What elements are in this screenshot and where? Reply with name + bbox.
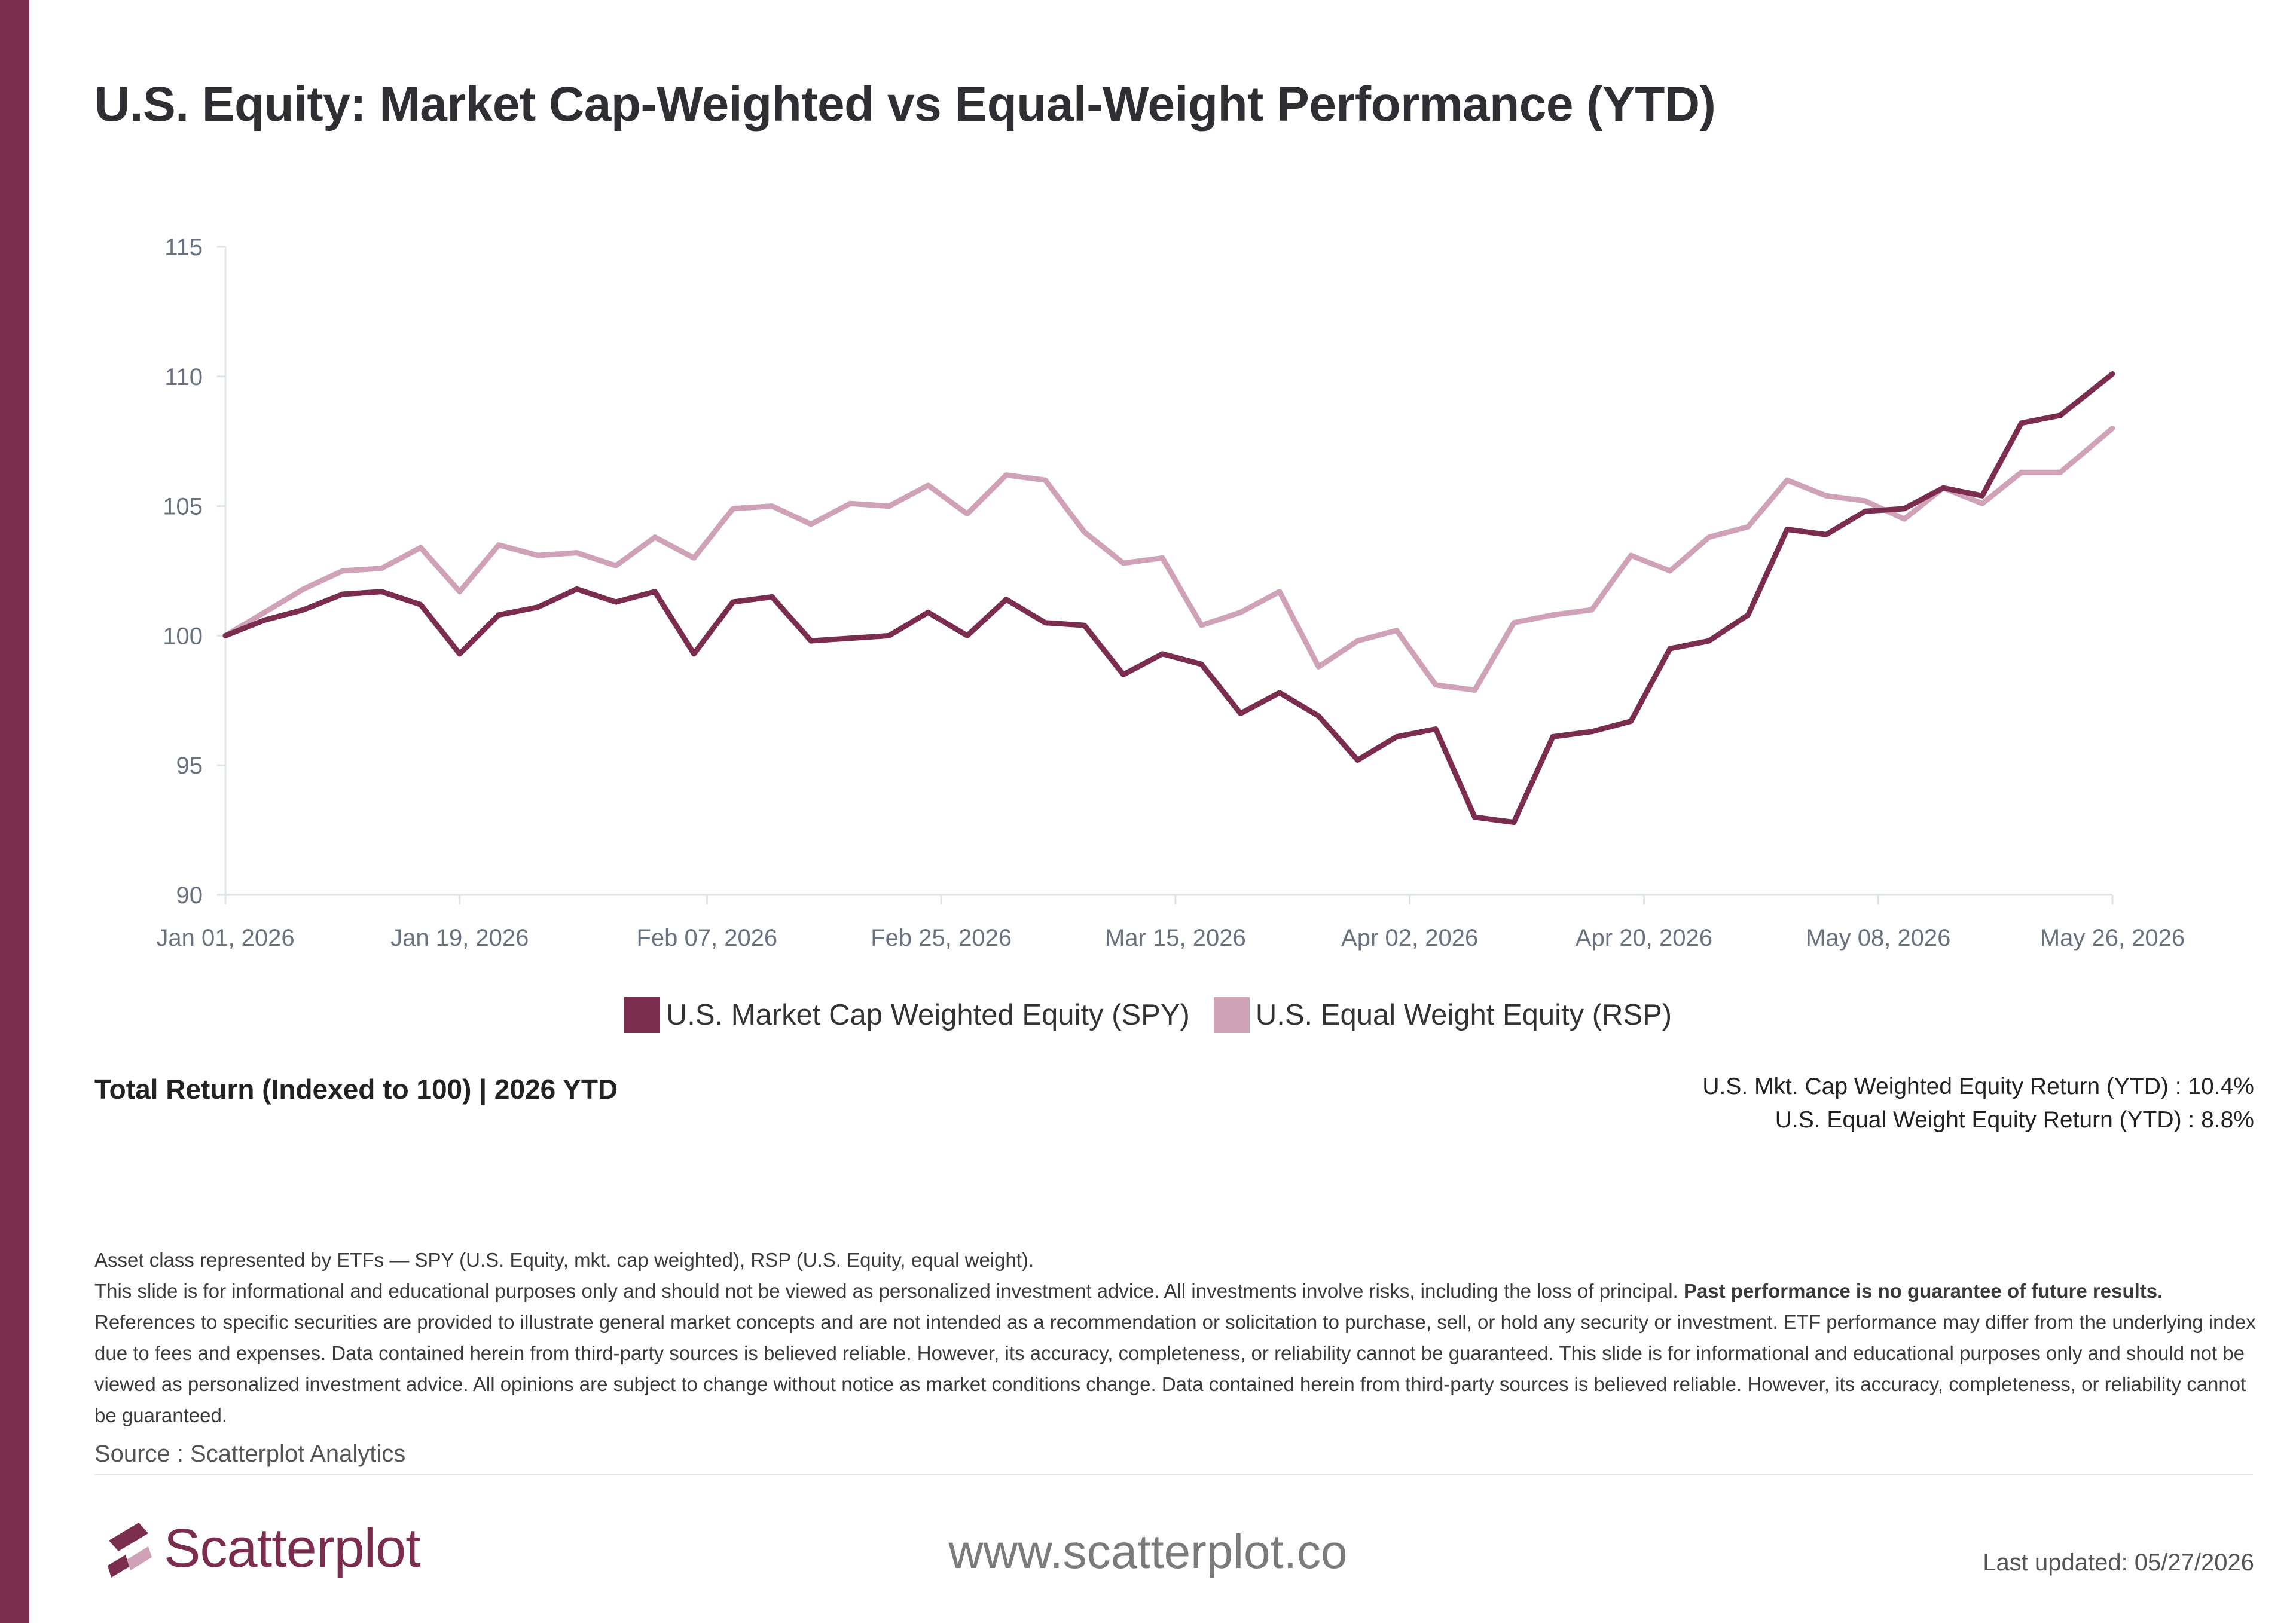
- x-tick-label: Jan 19, 2026: [390, 925, 529, 951]
- x-tick-label: Apr 02, 2026: [1341, 925, 1478, 951]
- brand-name: Scatterplot: [164, 1517, 421, 1579]
- x-tick-label: Feb 25, 2026: [871, 925, 1012, 951]
- chart-legend: U.S. Market Cap Weighted Equity (SPY) U.…: [0, 997, 2296, 1033]
- chart-axes: 90 95 100 105 110 115 Jan 01, 2026 Jan 19, 2026…: [156, 234, 2185, 951]
- x-tick-label: Mar 15, 2026: [1105, 925, 1246, 951]
- legend-label-rsp: U.S. Equal Weight Equity (RSP): [1255, 999, 1672, 1031]
- scatterplot-logo-icon: [108, 1523, 152, 1578]
- brand-side-bar: [0, 0, 29, 1623]
- x-tick-label: Feb 07, 2026: [636, 925, 777, 951]
- legend-label-spy: U.S. Market Cap Weighted Equity (SPY): [665, 999, 1190, 1031]
- spy-return-value: 10.4%: [2188, 1074, 2254, 1099]
- disclaimer-bold: Past performance is no guarantee of futu…: [1683, 1280, 2163, 1302]
- brand-logo[interactable]: Scatterplot: [105, 1515, 421, 1581]
- chart-subtitle: Total Return (Indexed to 100) | 2026 YTD: [94, 1074, 618, 1105]
- spy-return-row: U.S. Mkt. Cap Weighted Equity Return (YT…: [1702, 1070, 2254, 1104]
- x-tick-label: May 26, 2026: [2040, 925, 2185, 951]
- disclaimer: Asset class represented by ETFs — SPY (U…: [94, 1245, 2259, 1431]
- disclaimer-text-b: References to specific securities are pr…: [94, 1311, 2256, 1426]
- legend-item-spy[interactable]: U.S. Market Cap Weighted Equity (SPY): [624, 997, 1190, 1033]
- line-chart: 90 95 100 105 110 115 Jan 01, 2026 Jan 19, 2026…: [156, 234, 2185, 951]
- y-tick-label: 100: [163, 623, 203, 649]
- y-tick-label: 95: [176, 753, 203, 779]
- chart-series: [222, 371, 2115, 826]
- x-tick-label: Apr 20, 2026: [1576, 925, 1712, 951]
- source-note: Source : Scatterplot Analytics: [94, 1441, 406, 1467]
- website-link[interactable]: www.scatterplot.co: [948, 1525, 1348, 1578]
- y-tick-label: 105: [163, 494, 203, 520]
- series-line-spy: [222, 371, 2115, 826]
- legend-swatch-rsp: [1213, 997, 1250, 1033]
- last-updated: Last updated: 05/27/2026: [1983, 1549, 2254, 1576]
- legend-item-rsp[interactable]: U.S. Equal Weight Equity (RSP): [1213, 997, 1672, 1033]
- disclaimer-text-a: This slide is for informational and educ…: [94, 1280, 1678, 1302]
- rsp-return-value: 8.8%: [2201, 1107, 2254, 1133]
- y-tick-label: 90: [176, 882, 203, 909]
- disclaimer-line-1: Asset class represented by ETFs — SPY (U…: [94, 1249, 1034, 1271]
- rsp-return-label: U.S. Equal Weight Equity Return (YTD) :: [1775, 1107, 2195, 1133]
- x-tick-label: Jan 01, 2026: [156, 925, 294, 951]
- y-tick-label: 110: [164, 364, 203, 390]
- y-tick-label: 115: [164, 234, 203, 261]
- spy-return-label: U.S. Mkt. Cap Weighted Equity Return (YT…: [1702, 1074, 2182, 1099]
- rsp-return-row: U.S. Equal Weight Equity Return (YTD) : …: [1702, 1104, 2254, 1137]
- ytd-returns: U.S. Mkt. Cap Weighted Equity Return (YT…: [1702, 1070, 2254, 1137]
- disclaimer-line-2: This slide is for informational and educ…: [94, 1276, 2259, 1431]
- page-title: U.S. Equity: Market Cap-Weighted vs Equa…: [94, 77, 1716, 132]
- x-tick-label: May 08, 2026: [1806, 925, 1950, 951]
- footer-divider: [94, 1474, 2253, 1475]
- series-line-rsp: [222, 426, 2115, 693]
- legend-swatch-spy: [624, 997, 660, 1033]
